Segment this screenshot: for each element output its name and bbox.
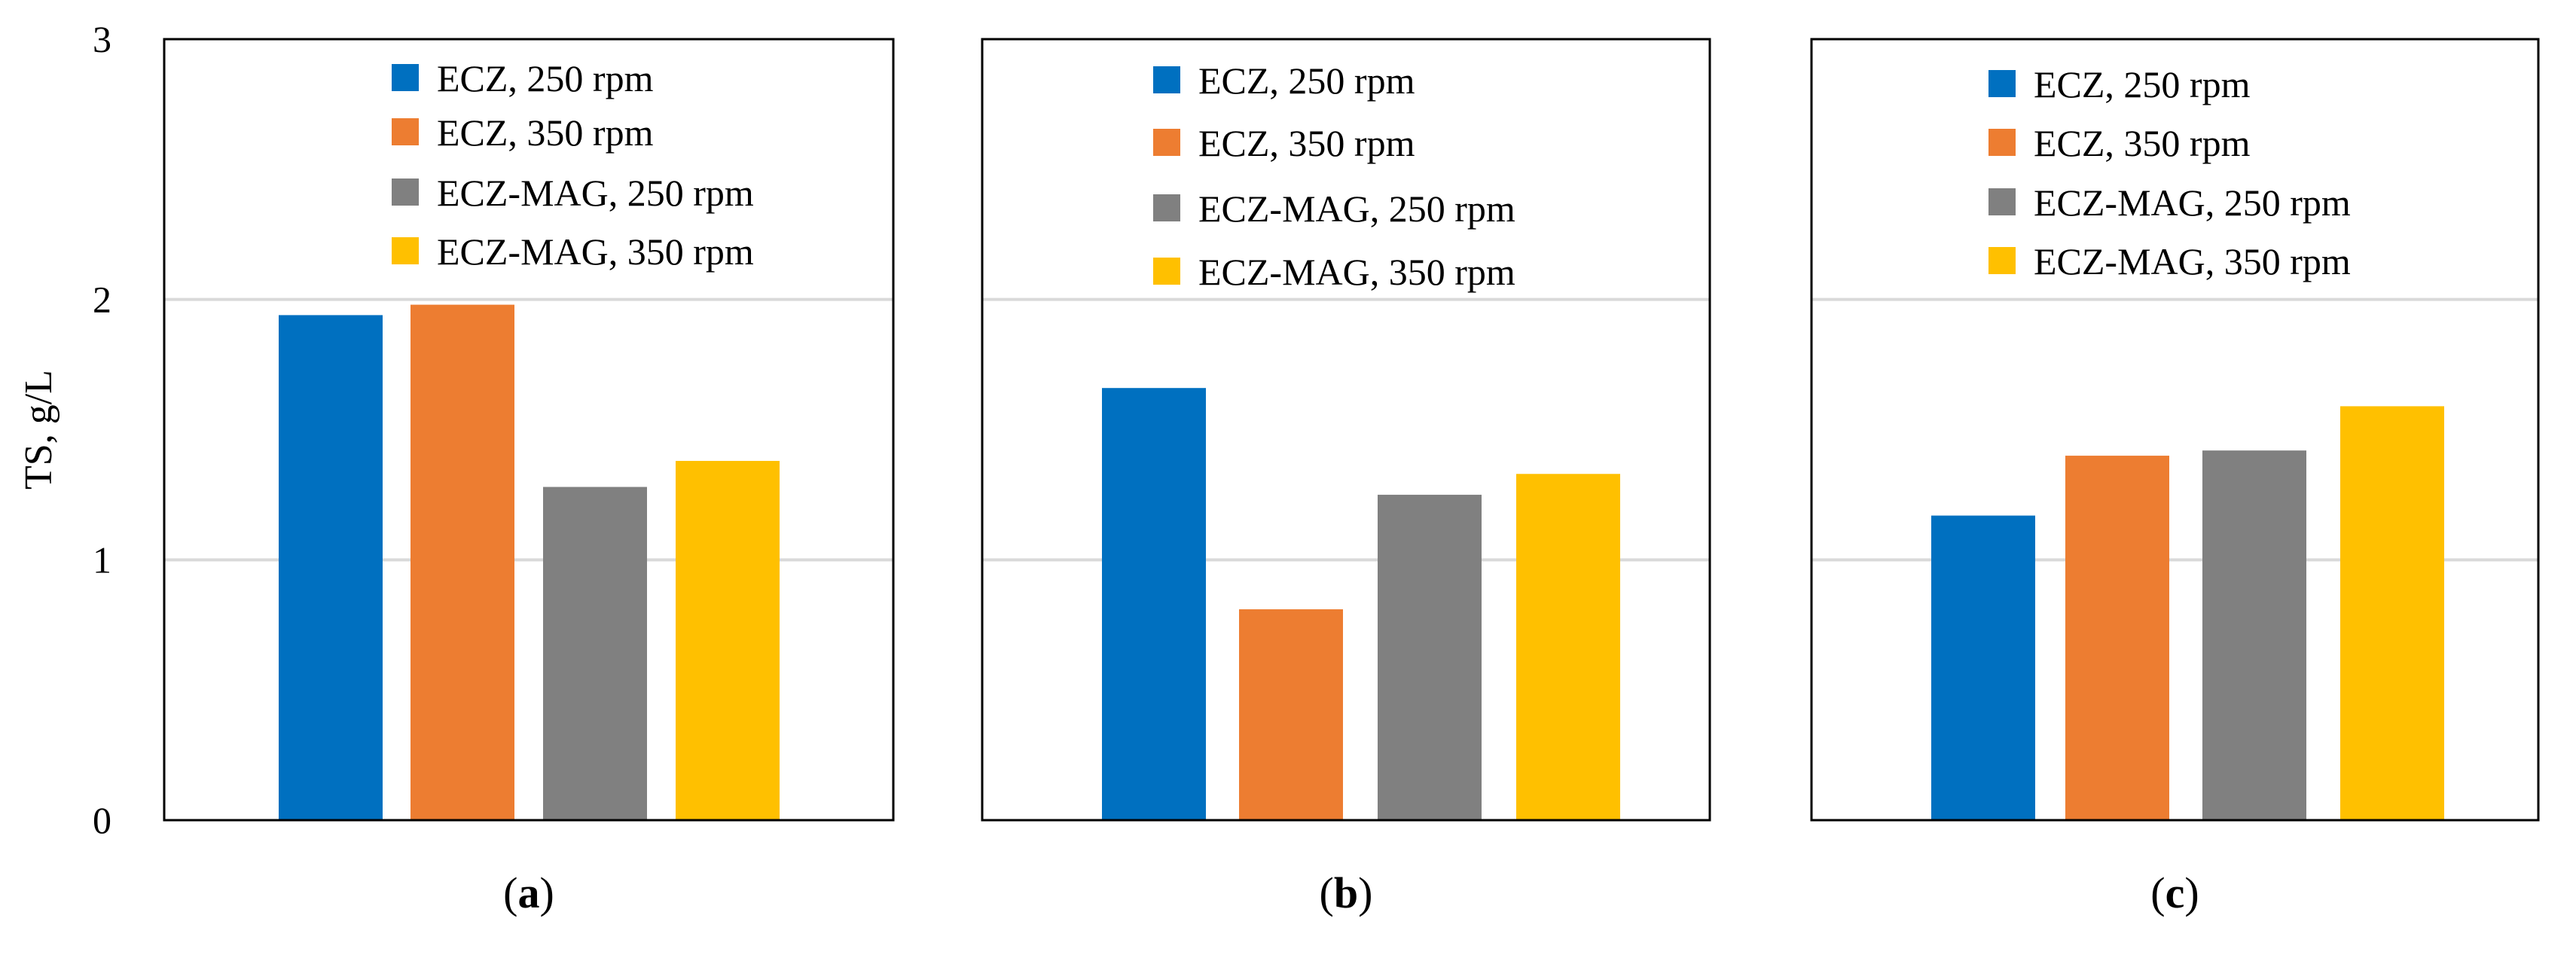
legend-label: ECZ, 250 rpm: [437, 57, 654, 99]
legend-label: ECZ, 250 rpm: [1198, 59, 1415, 102]
bar-2: [2065, 456, 2169, 820]
y-tick-label: 0: [93, 799, 111, 841]
legend-swatch: [1153, 258, 1180, 285]
legend: ECZ, 250 rpm ECZ, 350 rpm ECZ-MAG, 250 rpm…: [392, 57, 754, 273]
bar-4: [2340, 406, 2444, 820]
plot-frame: [981, 38, 1711, 822]
legend-swatch: [1988, 188, 2016, 215]
bar-2: [1239, 609, 1343, 820]
legend-label: ECZ-MAG, 350 rpm: [437, 230, 754, 273]
panel-a: 0 1 2 3 TS, g/L ECZ, 250 rpm ECZ, 350 rpm ECZ-M…: [17, 18, 895, 917]
bar-1: [279, 315, 383, 820]
legend-swatch: [1153, 194, 1180, 221]
bar-4: [1516, 474, 1620, 820]
bar-4: [676, 460, 780, 820]
y-axis-label: TS, g/L: [17, 370, 60, 490]
legend-swatch: [392, 64, 419, 91]
legend: ECZ, 250 rpm ECZ, 350 rpm ECZ-MAG, 250 rpm…: [1153, 59, 1515, 293]
bar-3: [1378, 494, 1482, 820]
legend-swatch: [1988, 70, 2016, 97]
panel-label: (c): [2150, 868, 2199, 917]
legend-label: ECZ, 350 rpm: [1198, 122, 1415, 164]
y-tick-label: 1: [93, 538, 111, 581]
legend-label: ECZ, 350 rpm: [437, 111, 654, 154]
legend-swatch: [1988, 247, 2016, 274]
panel-label: (b): [1320, 868, 1373, 917]
plot-frame: [163, 38, 895, 822]
legend-swatch: [392, 178, 419, 206]
bar-1: [1931, 515, 2035, 820]
panel-b: ECZ, 250 rpm ECZ, 350 rpm ECZ-MAG, 250 rpm…: [981, 38, 1711, 917]
panel-c: ECZ, 250 rpm ECZ, 350 rpm ECZ-MAG, 250 rpm…: [1810, 38, 2540, 917]
legend-label: ECZ-MAG, 250 rpm: [1198, 188, 1515, 230]
bar-3: [543, 487, 647, 820]
y-tick-label: 2: [93, 279, 111, 321]
legend-label: ECZ-MAG, 350 rpm: [1198, 251, 1515, 293]
plot-frame: [1810, 38, 2540, 822]
bar-2: [411, 304, 514, 821]
legend-swatch: [1988, 129, 2016, 156]
legend-label: ECZ, 350 rpm: [2034, 122, 2251, 164]
legend-label: ECZ-MAG, 350 rpm: [2034, 240, 2351, 282]
legend-swatch: [1153, 66, 1180, 93]
legend-label: ECZ-MAG, 250 rpm: [437, 172, 754, 214]
legend-swatch: [1153, 129, 1180, 156]
y-tick-label: 3: [93, 18, 111, 60]
panel-label: (a): [503, 868, 554, 917]
legend: ECZ, 250 rpm ECZ, 350 rpm ECZ-MAG, 250 rpm…: [1988, 63, 2351, 282]
bar-1: [1102, 388, 1206, 820]
legend-swatch: [392, 118, 419, 145]
legend-swatch: [392, 237, 419, 264]
legend-label: ECZ, 250 rpm: [2034, 63, 2251, 105]
bar-3: [2202, 450, 2306, 820]
legend-label: ECZ-MAG, 250 rpm: [2034, 182, 2351, 224]
